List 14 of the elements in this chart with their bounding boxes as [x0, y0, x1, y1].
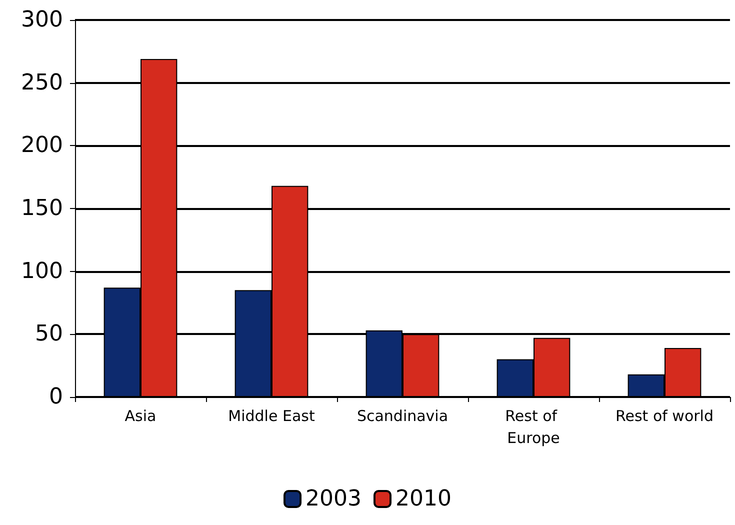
y-tick-label: 250 — [21, 70, 63, 96]
legend-label: 2003 — [306, 486, 362, 512]
y-tick-label: 100 — [21, 258, 63, 284]
y-tick-label: 300 — [21, 8, 63, 32]
x-tick-label: Middle East — [228, 407, 315, 425]
x-tick-label: Rest of Europe — [505, 407, 562, 447]
x-tick-label: Asia — [124, 407, 156, 425]
y-tick-label: 150 — [21, 196, 63, 221]
legend-label: 2010 — [396, 486, 452, 512]
y-tick-label: 50 — [35, 322, 63, 347]
x-tick-label: Scandinavia — [356, 407, 448, 425]
y-tick-label: 0 — [49, 384, 63, 410]
x-tick-label: Rest of world — [616, 407, 714, 425]
y-tick-label: 200 — [21, 133, 63, 158]
